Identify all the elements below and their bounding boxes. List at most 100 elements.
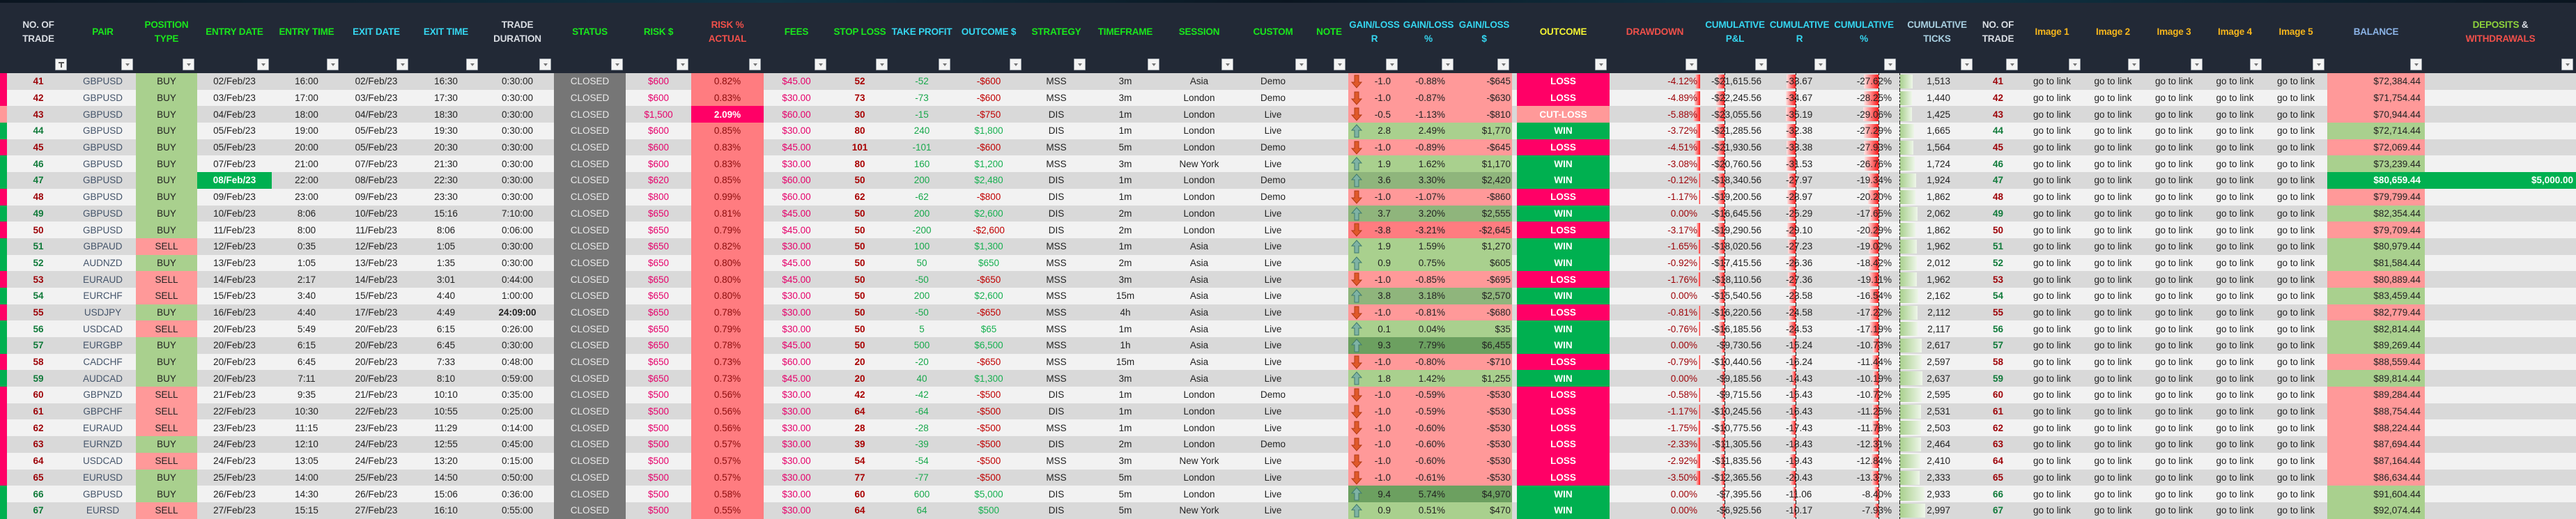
entry-date-cell[interactable]: 12/Feb/23	[197, 238, 272, 255]
table-row[interactable]: 48 GBPUSD BUY 09/Feb/23 23:00 09/Feb/23 23:30 0…	[0, 188, 2576, 206]
image-4-link[interactable]: go to link	[2205, 486, 2265, 502]
timeframe-cell[interactable]: 2m	[1088, 206, 1162, 222]
session-cell[interactable]: London	[1162, 172, 1236, 189]
stop-loss-cell[interactable]: 20	[829, 354, 890, 371]
entry-time-cell[interactable]: 17:00	[272, 90, 341, 107]
outcome-usd-cell[interactable]: $1,800	[953, 123, 1024, 139]
timeframe-cell[interactable]: 2m	[1088, 436, 1162, 453]
image-3-link[interactable]: go to link	[2143, 255, 2205, 272]
note-cell[interactable]	[1310, 304, 1348, 321]
image-1-link[interactable]: go to link	[2021, 172, 2083, 189]
image-4-link[interactable]: go to link	[2205, 370, 2265, 387]
image-1-link[interactable]: go to link	[2021, 271, 2083, 288]
entry-date-cell[interactable]: 20/Feb/23	[197, 354, 272, 371]
pair-cell[interactable]: GBPUSD	[70, 139, 136, 156]
note-cell[interactable]	[1310, 73, 1348, 90]
image-2-link[interactable]: go to link	[2083, 172, 2143, 189]
entry-date-cell[interactable]: 24/Feb/23	[197, 453, 272, 470]
custom-cell[interactable]: Live	[1236, 222, 1310, 238]
session-cell[interactable]: Asia	[1162, 304, 1236, 321]
filter-dropdown-button[interactable]	[1221, 59, 1233, 70]
custom-cell[interactable]: Live	[1236, 370, 1310, 387]
image-5-link[interactable]: go to link	[2265, 288, 2327, 304]
image-4-link[interactable]: go to link	[2205, 222, 2265, 238]
fees-cell[interactable]: $60.00	[764, 172, 829, 189]
take-profit-cell[interactable]: -20	[890, 354, 953, 371]
status-cell[interactable]: CLOSED	[554, 222, 626, 238]
take-profit-cell[interactable]: -77	[890, 470, 953, 486]
deposit-withdrawal-cell[interactable]	[2425, 354, 2576, 371]
pair-cell[interactable]: GBPUSD	[70, 106, 136, 123]
pair-cell[interactable]: EURGBP	[70, 337, 136, 354]
stop-loss-cell[interactable]: 50	[829, 222, 890, 238]
image-3-link[interactable]: go to link	[2143, 436, 2205, 453]
image-1-link[interactable]: go to link	[2021, 403, 2083, 420]
table-row[interactable]: 60 GBPNZD SELL 21/Feb/23 9:35 21/Feb/23 10:10 0…	[0, 387, 2576, 403]
image-2-link[interactable]: go to link	[2083, 320, 2143, 337]
pair-cell[interactable]: GBPUSD	[70, 486, 136, 502]
custom-cell[interactable]: Demo	[1236, 387, 1310, 403]
session-cell[interactable]: London	[1162, 106, 1236, 123]
deposit-withdrawal-cell[interactable]	[2425, 453, 2576, 470]
stop-loss-cell[interactable]: 50	[829, 238, 890, 255]
deposit-withdrawal-cell[interactable]	[2425, 486, 2576, 502]
deposit-withdrawal-cell[interactable]	[2425, 206, 2576, 222]
stop-loss-cell[interactable]: 50	[829, 172, 890, 189]
image-1-link[interactable]: go to link	[2021, 288, 2083, 304]
image-5-link[interactable]: go to link	[2265, 419, 2327, 436]
risk-usd-cell[interactable]: $650	[626, 337, 691, 354]
image-3-link[interactable]: go to link	[2143, 354, 2205, 371]
exit-time-cell[interactable]: 17:30	[411, 90, 481, 107]
filter-dropdown-button[interactable]	[1961, 59, 1973, 70]
table-row[interactable]: 58 CADCHF BUY 20/Feb/23 6:45 20/Feb/23 7:33 0:4…	[0, 353, 2576, 371]
position-type-cell[interactable]: BUY	[136, 73, 197, 90]
exit-date-cell[interactable]: 08/Feb/23	[341, 172, 411, 189]
fees-cell[interactable]: $30.00	[764, 238, 829, 255]
session-cell[interactable]: Asia	[1162, 73, 1236, 90]
fees-cell[interactable]: $30.00	[764, 90, 829, 107]
exit-time-cell[interactable]: 10:55	[411, 403, 481, 420]
fees-cell[interactable]: $45.00	[764, 139, 829, 156]
exit-time-cell[interactable]: 3:01	[411, 271, 481, 288]
note-cell[interactable]	[1310, 403, 1348, 420]
custom-cell[interactable]: Live	[1236, 403, 1310, 420]
table-row[interactable]: 67 EURSD SELL 27/Feb/23 15:15 27/Feb/23 16:10 0…	[0, 502, 2576, 519]
exit-date-cell[interactable]: 20/Feb/23	[341, 337, 411, 354]
take-profit-cell[interactable]: -200	[890, 222, 953, 238]
filter-dropdown-button[interactable]	[1884, 59, 1896, 70]
image-2-link[interactable]: go to link	[2083, 106, 2143, 123]
take-profit-cell[interactable]: 100	[890, 238, 953, 255]
image-4-link[interactable]: go to link	[2205, 139, 2265, 156]
filter-dropdown-button[interactable]	[1686, 59, 1697, 70]
risk-usd-cell[interactable]: $650	[626, 354, 691, 371]
image-4-link[interactable]: go to link	[2205, 255, 2265, 272]
exit-date-cell[interactable]: 17/Feb/23	[341, 304, 411, 321]
filter-dropdown-button[interactable]	[1295, 59, 1307, 70]
session-cell[interactable]: Asia	[1162, 337, 1236, 354]
stop-loss-cell[interactable]: 60	[829, 486, 890, 502]
fees-cell[interactable]: $60.00	[764, 189, 829, 206]
image-2-link[interactable]: go to link	[2083, 255, 2143, 272]
custom-cell[interactable]: Live	[1236, 304, 1310, 321]
exit-date-cell[interactable]: 24/Feb/23	[341, 453, 411, 470]
take-profit-cell[interactable]: 160	[890, 155, 953, 172]
filter-dropdown-button[interactable]	[1074, 59, 1086, 70]
position-type-cell[interactable]: BUY	[136, 172, 197, 189]
custom-cell[interactable]: Live	[1236, 106, 1310, 123]
timeframe-cell[interactable]: 1m	[1088, 403, 1162, 420]
outcome-usd-cell[interactable]: $2,480	[953, 172, 1024, 189]
image-1-link[interactable]: go to link	[2021, 354, 2083, 371]
table-row[interactable]: 63 EURNZD BUY 24/Feb/23 12:10 24/Feb/23 12:55 0…	[0, 436, 2576, 453]
take-profit-cell[interactable]: -50	[890, 304, 953, 321]
risk-usd-cell[interactable]: $1,500	[626, 106, 691, 123]
filter-dropdown-button[interactable]	[939, 59, 950, 70]
strategy-cell[interactable]: DIS	[1024, 403, 1088, 420]
strategy-cell[interactable]: DIS	[1024, 172, 1088, 189]
image-5-link[interactable]: go to link	[2265, 453, 2327, 470]
image-2-link[interactable]: go to link	[2083, 453, 2143, 470]
timeframe-cell[interactable]: 3m	[1088, 90, 1162, 107]
risk-usd-cell[interactable]: $650	[626, 271, 691, 288]
take-profit-cell[interactable]: 200	[890, 172, 953, 189]
image-3-link[interactable]: go to link	[2143, 271, 2205, 288]
exit-time-cell[interactable]: 19:30	[411, 123, 481, 139]
